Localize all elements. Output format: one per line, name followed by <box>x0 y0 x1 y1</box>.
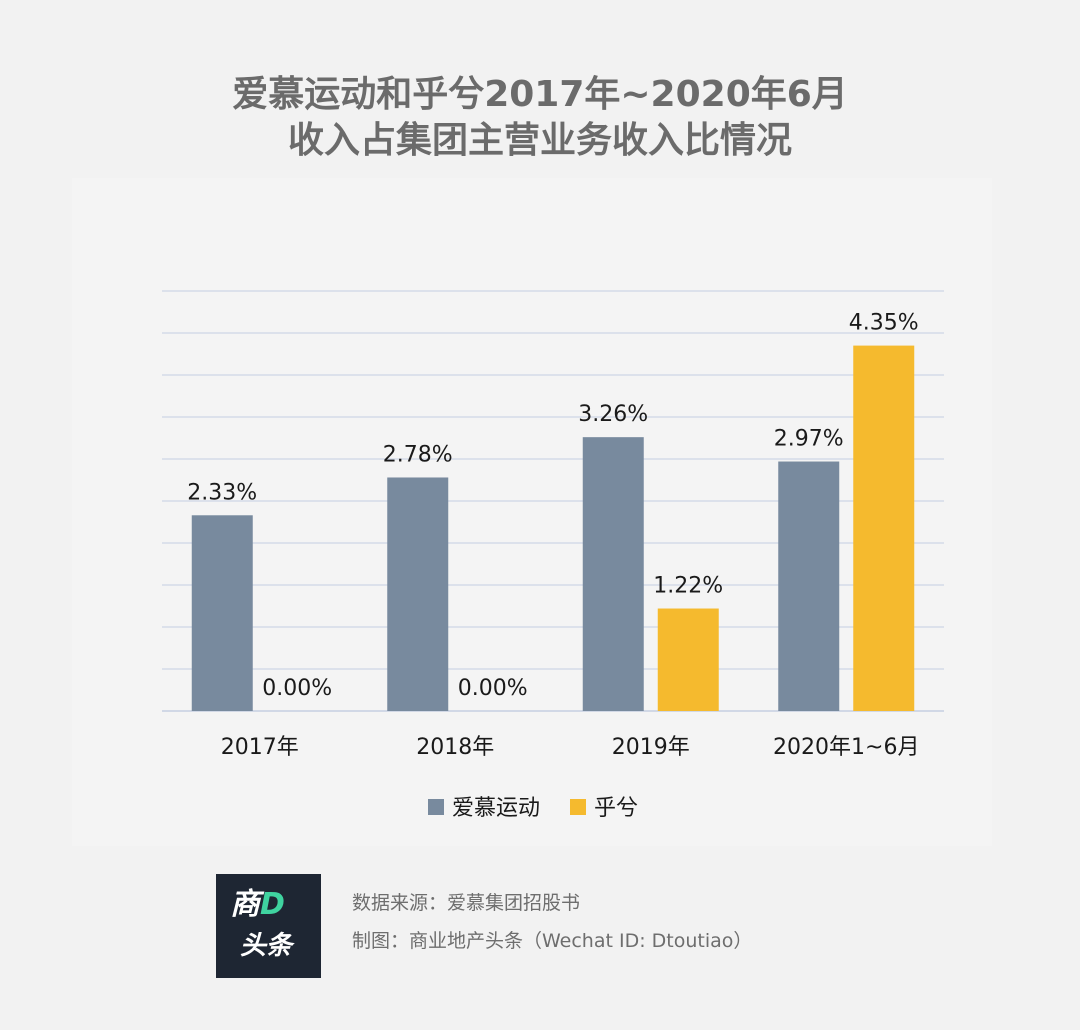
data-label: 0.00% <box>262 676 332 701</box>
bar-huxi <box>657 608 719 711</box>
data-label: 2.33% <box>187 480 257 505</box>
legend-item-huxi-label: 乎兮 <box>594 796 638 821</box>
data-label: 0.00% <box>458 676 528 701</box>
logo-char-shang: 商 <box>230 887 260 922</box>
bar-chart: 2.33% 0.00% 2017年 2.78% 0.00% 2018年 3.26% 1.22%… <box>162 290 944 821</box>
data-label: 4.35% <box>849 311 919 336</box>
data-label: 2.78% <box>383 442 453 467</box>
bar-aimu <box>191 515 253 711</box>
x-tick-label: 2017年 <box>221 735 299 760</box>
x-tick-label: 2019年 <box>612 735 690 760</box>
chart-title-line1: 爱慕运动和乎兮2017年~2020年6月 <box>232 74 848 115</box>
data-label: 3.26% <box>578 402 648 427</box>
brand-logo: 商D 头条 <box>216 874 321 978</box>
logo-char-d: D <box>260 887 285 922</box>
data-label: 1.22% <box>653 574 723 599</box>
x-tick-label: 2020年1~6月 <box>773 735 919 760</box>
data-source: 数据来源：爱慕集团招股书 <box>352 892 581 914</box>
bar-aimu <box>387 477 449 711</box>
bar-aimu <box>582 437 644 711</box>
legend-item-aimu-label: 爱慕运动 <box>452 796 540 821</box>
legend-item-huxi-swatch <box>570 799 586 815</box>
bar-huxi <box>853 345 915 711</box>
chart-title: 爱慕运动和乎兮2017年~2020年6月 收入占集团主营业务收入比情况 <box>0 72 1080 164</box>
chart-credit: 制图：商业地产头条（Wechat ID: Dtoutiao） <box>352 930 753 952</box>
legend-item-aimu-swatch <box>428 799 444 815</box>
logo-text-toutiao: 头条 <box>240 931 293 961</box>
bar-aimu <box>778 461 840 711</box>
chart-title-line2: 收入占集团主营业务收入比情况 <box>287 120 792 161</box>
data-label: 2.97% <box>774 427 844 452</box>
x-tick-label: 2018年 <box>416 735 494 760</box>
footer: 商D 头条 数据来源：爱慕集团招股书 制图：商业地产头条（Wechat ID: … <box>0 860 1080 1030</box>
